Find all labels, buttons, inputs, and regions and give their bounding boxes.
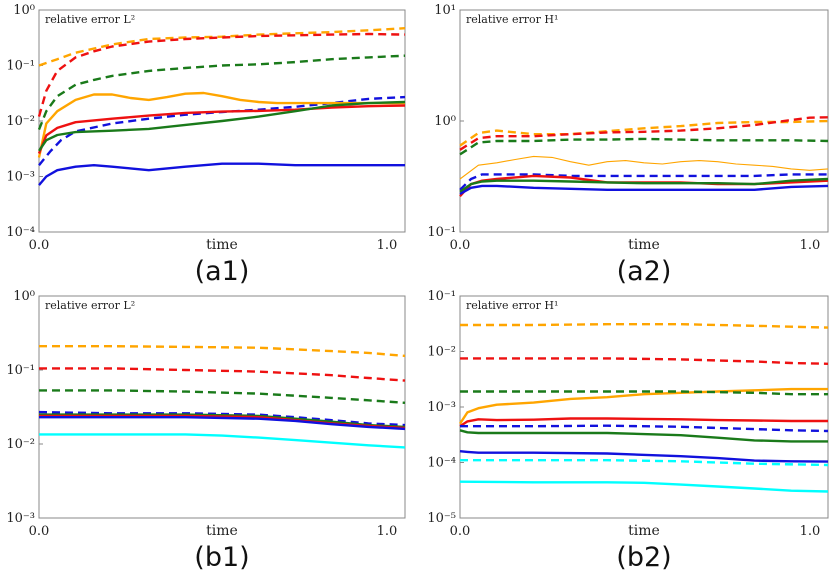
- series-line-5: [37, 104, 406, 154]
- panel-a2: 10¹ 10⁰ 10⁻¹0.0 1.0 time relative error H¹ (a2…: [427, 3, 829, 287]
- panel-title: relative error L²: [45, 299, 135, 312]
- panel-a1: 10⁰ 10⁻¹ 10⁻² 10⁻³ 10⁻⁴0.0 1.0 time relative er…: [6, 3, 406, 287]
- series-line-2: [459, 137, 829, 156]
- x-axis-label: time: [206, 523, 238, 539]
- series-line-7: [459, 450, 829, 463]
- series-line-0: [38, 27, 406, 67]
- y-tick-label: 10⁻³: [6, 170, 35, 185]
- x-tick-label: 0.0: [29, 238, 50, 253]
- y-tick-label: 10¹: [434, 3, 456, 18]
- x-tick-label: 1.0: [800, 524, 821, 539]
- series-line-2: [458, 387, 828, 425]
- x-tick-label: 0.0: [29, 524, 50, 539]
- panel-title: relative error H¹: [466, 299, 558, 312]
- y-tick-label: 10⁰: [434, 114, 456, 129]
- series-line-7: [39, 433, 406, 449]
- panel-label: (a2): [617, 256, 672, 287]
- plot-frame: [38, 295, 406, 519]
- y-tick-label: 10⁻⁵: [427, 511, 456, 526]
- series-line-6: [459, 177, 829, 193]
- y-tick-label: 10⁻¹: [6, 59, 35, 74]
- series-line-1: [37, 32, 406, 117]
- series-line-3: [459, 155, 829, 180]
- series-line-1: [39, 367, 406, 382]
- y-tick-label: 10⁰: [13, 289, 35, 304]
- y-tick-label: 10⁻¹: [427, 289, 456, 304]
- y-tick-label: 10⁻¹: [427, 225, 456, 240]
- plot-frame: [459, 295, 829, 519]
- y-tick-label: 10⁻²: [6, 437, 35, 452]
- series-line-6: [38, 100, 406, 152]
- series-line-1: [459, 116, 829, 151]
- x-tick-label: 1.0: [377, 524, 398, 539]
- y-tick-label: 10⁻¹: [6, 363, 35, 378]
- series-line-8: [460, 459, 829, 467]
- series-line-6: [459, 429, 828, 443]
- series-line-7: [459, 184, 829, 196]
- panel-label: (a1): [195, 256, 250, 287]
- panel-label: (b1): [194, 542, 249, 573]
- x-tick-label: 1.0: [377, 238, 398, 253]
- panel-b2: 10⁻¹ 10⁻² 10⁻³ 10⁻⁴ 10⁻⁵0.0 1.0 time relative e…: [427, 289, 829, 573]
- series-line-9: [459, 480, 829, 493]
- x-tick-label: 0.0: [450, 524, 471, 539]
- series-line-0: [460, 323, 829, 329]
- series-line-3: [38, 95, 406, 166]
- panel-b1: 10⁰ 10⁻¹ 10⁻² 10⁻³0.0 1.0 time relative error …: [6, 289, 406, 573]
- y-tick-label: 10⁰: [13, 3, 35, 18]
- series-line-2: [37, 54, 406, 131]
- series-line-0: [39, 345, 406, 358]
- x-axis-label: time: [628, 237, 660, 253]
- series-line-5: [460, 424, 829, 433]
- series-line-0: [459, 119, 829, 147]
- y-tick-label: 10⁻²: [427, 345, 456, 360]
- y-tick-label: 10⁻²: [6, 114, 35, 129]
- y-tick-label: 10⁻⁴: [6, 225, 35, 240]
- series-line-4: [37, 91, 405, 158]
- series-line-4: [459, 417, 828, 428]
- series-line-1: [460, 357, 829, 365]
- series-line-4: [459, 173, 828, 191]
- x-tick-label: 0.0: [450, 238, 471, 253]
- x-tick-label: 1.0: [800, 238, 821, 253]
- x-axis-label: time: [628, 523, 660, 539]
- panel-title: relative error L²: [45, 13, 135, 26]
- y-tick-label: 10⁻³: [427, 400, 456, 415]
- series-line-7: [38, 162, 405, 186]
- series-line-6: [39, 416, 406, 431]
- series-line-2: [39, 389, 406, 404]
- panel-label: (b2): [616, 542, 671, 573]
- series-line-3: [460, 390, 828, 396]
- panel-title: relative error H¹: [466, 13, 558, 26]
- y-tick-label: 10⁻⁴: [427, 456, 456, 471]
- series-line-3: [38, 410, 406, 427]
- y-tick-label: 10⁻³: [6, 511, 35, 526]
- x-axis-label: time: [206, 237, 238, 253]
